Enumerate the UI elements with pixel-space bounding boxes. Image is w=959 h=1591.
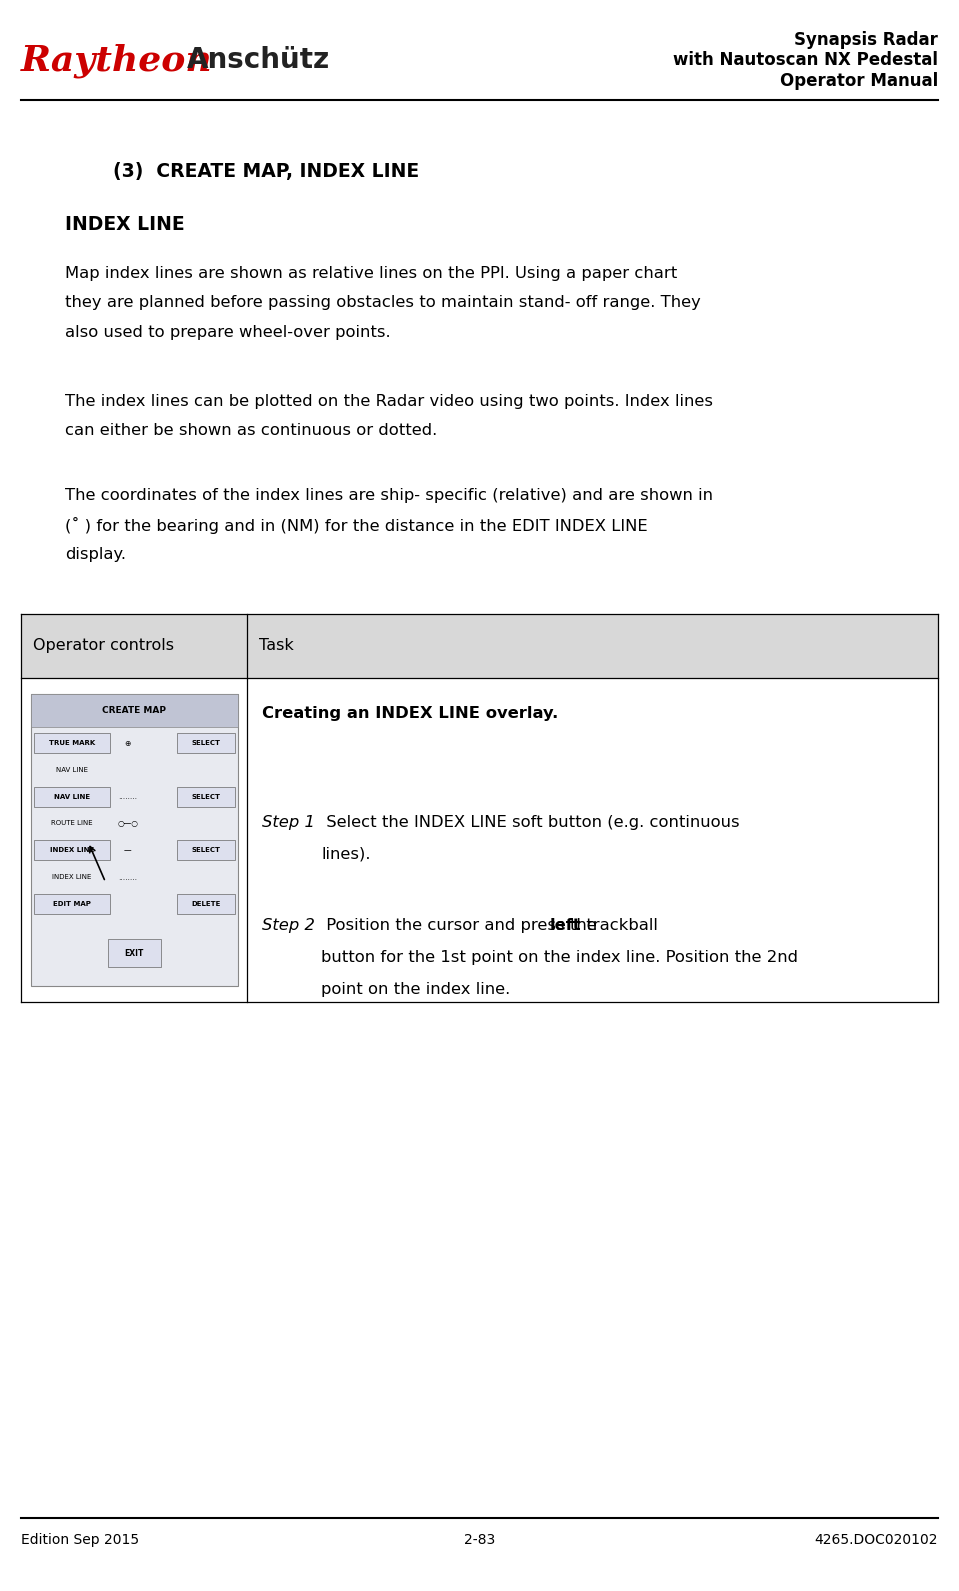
Bar bbox=[31, 694, 238, 727]
Text: with Nautoscan NX Pedestal: with Nautoscan NX Pedestal bbox=[673, 51, 938, 70]
Bar bbox=[177, 894, 235, 913]
Text: SELECT: SELECT bbox=[192, 848, 221, 853]
Text: CREATE MAP: CREATE MAP bbox=[103, 706, 166, 714]
Text: display.: display. bbox=[65, 547, 127, 562]
Text: INDEX LINE: INDEX LINE bbox=[65, 215, 185, 234]
Text: Raytheon: Raytheon bbox=[21, 43, 213, 78]
Text: Select the INDEX LINE soft button (e.g. continuous: Select the INDEX LINE soft button (e.g. … bbox=[321, 815, 740, 829]
Text: Operator controls: Operator controls bbox=[33, 638, 174, 654]
Text: Anschütz: Anschütz bbox=[187, 46, 330, 75]
Text: NAV LINE: NAV LINE bbox=[56, 767, 88, 773]
Text: INDEX LINE: INDEX LINE bbox=[52, 873, 92, 880]
Text: ○—○: ○—○ bbox=[117, 819, 138, 827]
Text: DELETE: DELETE bbox=[192, 901, 221, 907]
Text: Step 2: Step 2 bbox=[262, 918, 315, 932]
Text: Operator Manual: Operator Manual bbox=[780, 72, 938, 91]
Bar bbox=[177, 733, 235, 753]
Text: they are planned before passing obstacles to maintain stand- off range. They: they are planned before passing obstacle… bbox=[65, 296, 701, 310]
Text: (˚ ) for the bearing and in (NM) for the distance in the EDIT INDEX LINE: (˚ ) for the bearing and in (NM) for the… bbox=[65, 517, 648, 535]
Bar bbox=[31, 694, 238, 986]
Text: SELECT: SELECT bbox=[192, 740, 221, 746]
Text: EDIT MAP: EDIT MAP bbox=[53, 901, 91, 907]
Text: ........: ........ bbox=[118, 792, 137, 802]
Text: Map index lines are shown as relative lines on the PPI. Using a paper chart: Map index lines are shown as relative li… bbox=[65, 266, 677, 280]
Text: Creating an INDEX LINE overlay.: Creating an INDEX LINE overlay. bbox=[262, 706, 558, 721]
Text: SELECT: SELECT bbox=[192, 794, 221, 800]
Text: ⊕: ⊕ bbox=[125, 738, 130, 748]
Text: left: left bbox=[550, 918, 581, 932]
Bar bbox=[177, 786, 235, 807]
Text: TRUE MARK: TRUE MARK bbox=[49, 740, 95, 746]
Bar bbox=[177, 840, 235, 861]
Text: Edition Sep 2015: Edition Sep 2015 bbox=[21, 1534, 139, 1546]
Text: The index lines can be plotted on the Radar video using two points. Index lines: The index lines can be plotted on the Ra… bbox=[65, 395, 713, 409]
Text: can either be shown as continuous or dotted.: can either be shown as continuous or dot… bbox=[65, 423, 437, 438]
Bar bbox=[34, 840, 110, 861]
Text: button for the 1st point on the index line. Position the 2nd: button for the 1st point on the index li… bbox=[321, 950, 798, 964]
Bar bbox=[34, 733, 110, 753]
Text: —: — bbox=[124, 846, 131, 854]
Text: Step 1: Step 1 bbox=[262, 815, 315, 829]
Text: NAV LINE: NAV LINE bbox=[54, 794, 90, 800]
Bar bbox=[21, 614, 938, 678]
Text: The coordinates of the index lines are ship- specific (relative) and are shown i: The coordinates of the index lines are s… bbox=[65, 488, 713, 503]
Text: ROUTE LINE: ROUTE LINE bbox=[51, 821, 93, 826]
Bar bbox=[34, 894, 110, 913]
Text: 4265.DOC020102: 4265.DOC020102 bbox=[814, 1534, 938, 1546]
Text: ........: ........ bbox=[118, 872, 137, 881]
Text: 2-83: 2-83 bbox=[464, 1534, 495, 1546]
Text: also used to prepare wheel-over points.: also used to prepare wheel-over points. bbox=[65, 325, 391, 339]
Text: trackball: trackball bbox=[581, 918, 658, 932]
Text: Task: Task bbox=[259, 638, 293, 654]
Text: Synapsis Radar: Synapsis Radar bbox=[794, 30, 938, 49]
Text: EXIT: EXIT bbox=[125, 948, 144, 958]
Text: Position the cursor and press the: Position the cursor and press the bbox=[321, 918, 602, 932]
Text: lines).: lines). bbox=[321, 846, 371, 861]
Text: INDEX LINE: INDEX LINE bbox=[50, 848, 94, 853]
Text: point on the index line.: point on the index line. bbox=[321, 982, 510, 996]
Bar bbox=[34, 786, 110, 807]
Text: (3)  CREATE MAP, INDEX LINE: (3) CREATE MAP, INDEX LINE bbox=[113, 162, 419, 181]
Bar bbox=[108, 939, 161, 967]
